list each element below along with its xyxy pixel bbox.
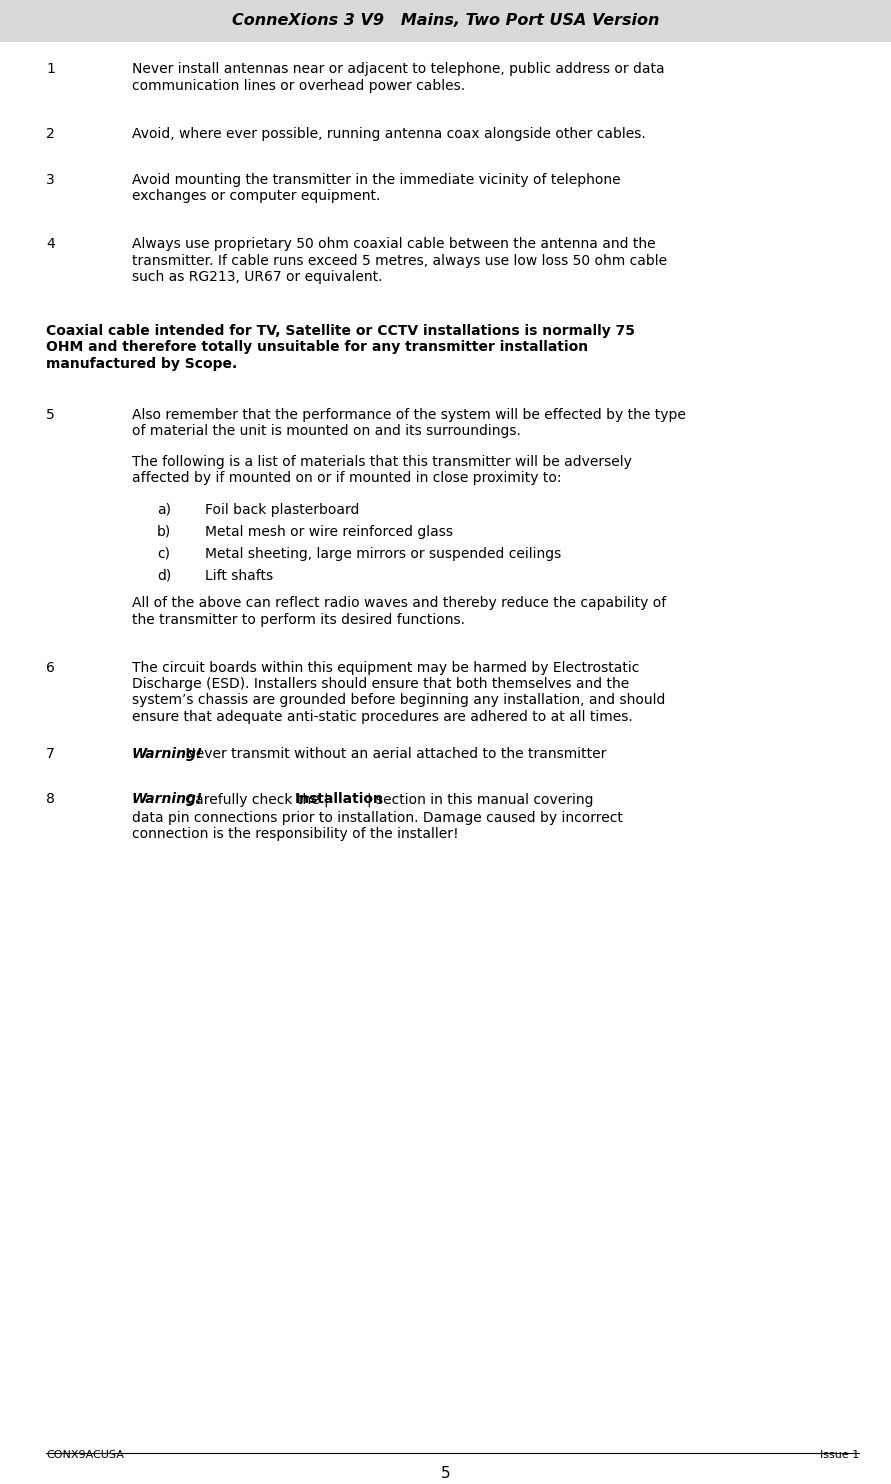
Text: The following is a list of materials that this transmitter will be adversely
aff: The following is a list of materials tha… bbox=[132, 456, 632, 485]
Text: The circuit boards within this equipment may be harmed by Electrostatic
Discharg: The circuit boards within this equipment… bbox=[132, 660, 666, 724]
Text: | section in this manual covering: | section in this manual covering bbox=[367, 792, 593, 807]
Text: Also remember that the performance of the system will be effected by the type
of: Also remember that the performance of th… bbox=[132, 408, 686, 438]
Text: 1: 1 bbox=[46, 62, 55, 76]
Text: CONX9ACUSA: CONX9ACUSA bbox=[46, 1450, 124, 1460]
Text: Issue 1: Issue 1 bbox=[820, 1450, 859, 1460]
Text: 6: 6 bbox=[46, 660, 55, 675]
Text: 5: 5 bbox=[441, 1466, 450, 1481]
Text: data pin connections prior to installation. Damage caused by incorrect
connectio: data pin connections prior to installati… bbox=[132, 812, 623, 841]
Text: Warning!: Warning! bbox=[132, 792, 203, 806]
Text: 5: 5 bbox=[46, 408, 55, 421]
Text: Installation: Installation bbox=[295, 792, 383, 806]
Text: 2: 2 bbox=[46, 128, 55, 141]
Text: 3: 3 bbox=[46, 172, 55, 187]
Text: 4: 4 bbox=[46, 237, 55, 251]
Text: ConneXions 3 V9   Mains, Two Port USA Version: ConneXions 3 V9 Mains, Two Port USA Vers… bbox=[232, 13, 659, 28]
Text: Carefully check the |: Carefully check the | bbox=[181, 792, 329, 807]
Text: Metal sheeting, large mirrors or suspended ceilings: Metal sheeting, large mirrors or suspend… bbox=[205, 546, 561, 561]
Bar bbox=[0, 0, 891, 42]
Text: Always use proprietary 50 ohm coaxial cable between the antenna and the
transmit: Always use proprietary 50 ohm coaxial ca… bbox=[132, 237, 667, 283]
Text: Avoid mounting the transmitter in the immediate vicinity of telephone
exchanges : Avoid mounting the transmitter in the im… bbox=[132, 172, 620, 203]
Text: Metal mesh or wire reinforced glass: Metal mesh or wire reinforced glass bbox=[205, 525, 453, 539]
Text: Never install antennas near or adjacent to telephone, public address or data
com: Never install antennas near or adjacent … bbox=[132, 62, 665, 92]
Text: b): b) bbox=[157, 525, 171, 539]
Text: Foil back plasterboard: Foil back plasterboard bbox=[205, 503, 359, 516]
Text: All of the above can reflect radio waves and thereby reduce the capability of
th: All of the above can reflect radio waves… bbox=[132, 597, 666, 626]
Text: c): c) bbox=[157, 546, 170, 561]
Text: Warning!: Warning! bbox=[132, 746, 203, 760]
Text: d): d) bbox=[157, 568, 171, 583]
Text: a): a) bbox=[157, 503, 171, 516]
Text: 8: 8 bbox=[46, 792, 55, 806]
Text: Never transmit without an aerial attached to the transmitter: Never transmit without an aerial attache… bbox=[181, 746, 606, 760]
Text: Avoid, where ever possible, running antenna coax alongside other cables.: Avoid, where ever possible, running ante… bbox=[132, 128, 646, 141]
Text: 7: 7 bbox=[46, 746, 55, 760]
Text: Coaxial cable intended for TV, Satellite or CCTV installations is normally 75
OH: Coaxial cable intended for TV, Satellite… bbox=[46, 324, 635, 371]
Text: Lift shafts: Lift shafts bbox=[205, 568, 273, 583]
